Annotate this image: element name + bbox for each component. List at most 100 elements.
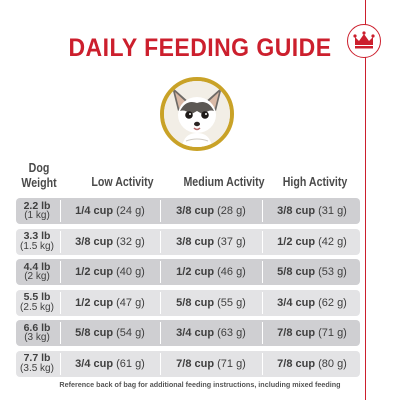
weight-kg: (2 kg) — [24, 271, 50, 282]
column-header-weight: Dog Weight — [14, 161, 63, 191]
weight-kg: (1.5 kg) — [20, 240, 54, 252]
amount-cups: 1/2 cup — [277, 235, 316, 248]
amount-cell-low: 3/4 cup (61 g) — [62, 351, 158, 377]
amount-grams: (24 g) — [116, 205, 145, 217]
weight-cell: 3.3 lb (1.5 kg) — [16, 229, 58, 255]
amount-cell-high: 3/8 cup (31 g) — [264, 198, 360, 224]
weight-cell: 5.5 lb (2.5 kg) — [16, 290, 58, 316]
chihuahua-photo — [160, 77, 234, 151]
amount-grams: (46 g) — [217, 266, 246, 278]
amount-grams: (53 g) — [318, 266, 347, 278]
table-row: 4.4 lb (2 kg) 1/2 cup (40 g) 1/2 cup (46 g)… — [16, 259, 360, 285]
footnote: Reference back of bag for additional fee… — [59, 380, 341, 389]
weight-header-line1: Dog — [28, 161, 50, 175]
weight-cell: 4.4 lb (2 kg) — [16, 259, 58, 285]
column-divider — [160, 200, 161, 222]
amount-grams: (80 g) — [318, 357, 347, 370]
amount-cups: 5/8 cup — [75, 327, 114, 339]
weight-kg: (3.5 kg) — [20, 362, 54, 374]
amount-grams: (31 g) — [318, 205, 347, 217]
amount-cups: 5/8 cup — [176, 296, 215, 309]
amount-cell-medium: 3/8 cup (28 g) — [162, 198, 260, 224]
weight-kg: (3 kg) — [24, 332, 50, 343]
amount-grams: (71 g) — [217, 357, 246, 370]
amount-cups: 7/8 cup — [176, 357, 215, 370]
amount-cell-high: 7/8 cup (71 g) — [264, 320, 360, 346]
amount-grams: (47 g) — [116, 296, 145, 309]
amount-cell-high: 5/8 cup (53 g) — [264, 259, 360, 285]
amount-grams: (54 g) — [116, 327, 145, 339]
amount-grams: (61 g) — [116, 357, 145, 370]
amount-cups: 1/2 cup — [176, 266, 215, 278]
amount-grams: (62 g) — [318, 296, 347, 309]
weight-lb: 7.7 lb — [23, 352, 51, 364]
amount-cell-medium: 3/8 cup (37 g) — [162, 229, 260, 255]
amount-cell-medium: 3/4 cup (63 g) — [162, 320, 260, 346]
weight-cell: 6.6 lb (3 kg) — [16, 320, 58, 346]
crown-icon — [353, 31, 375, 49]
amount-cups: 5/8 cup — [277, 266, 316, 278]
weight-lb: 3.3 lb — [23, 230, 51, 242]
amount-cups: 1/4 cup — [75, 205, 114, 217]
weight-cell: 2.2 lb (1 kg) — [16, 198, 58, 224]
weight-lb: 2.2 lb — [23, 199, 51, 212]
column-header-medium: Medium Activity — [183, 175, 265, 189]
column-divider — [262, 200, 263, 222]
amount-cups: 3/8 cup — [75, 235, 114, 248]
weight-lb: 6.6 lb — [23, 321, 51, 334]
column-divider — [262, 261, 263, 283]
weight-kg: (2.5 kg) — [20, 301, 54, 313]
amount-grams: (55 g) — [217, 296, 246, 309]
table-header: Dog Weight Low Activity Medium Activity … — [0, 161, 400, 197]
weight-header-line2: Weight — [21, 176, 57, 190]
amount-cups: 7/8 cup — [277, 357, 316, 370]
amount-cups: 3/8 cup — [176, 205, 215, 217]
amount-grams: (37 g) — [217, 235, 246, 248]
amount-cell-low: 5/8 cup (54 g) — [62, 320, 158, 346]
weight-lb: 4.4 lb — [23, 260, 51, 273]
brand-logo — [347, 24, 381, 58]
amount-grams: (42 g) — [318, 235, 347, 248]
table-row: 5.5 lb (2.5 kg) 1/2 cup (47 g) 5/8 cup (55 … — [16, 289, 360, 316]
amount-cell-medium: 7/8 cup (71 g) — [162, 351, 260, 377]
amount-cell-low: 1/2 cup (47 g) — [62, 290, 158, 316]
column-divider — [60, 352, 61, 375]
column-divider — [60, 322, 61, 344]
weight-kg: (1 kg) — [24, 210, 50, 221]
column-header-high: High Activity — [282, 175, 348, 189]
amount-grams: (71 g) — [318, 327, 347, 339]
table-row: 3.3 lb (1.5 kg) 3/8 cup (32 g) 3/8 cup (37 … — [16, 228, 360, 255]
amount-cups: 1/2 cup — [75, 266, 114, 278]
table-row: 2.2 lb (1 kg) 1/4 cup (24 g) 3/8 cup (28 g)… — [16, 198, 360, 224]
weight-lb: 5.5 lb — [23, 291, 51, 303]
column-divider — [60, 200, 61, 222]
amount-cups: 3/4 cup — [75, 357, 114, 370]
table-row: 7.7 lb (3.5 kg) 3/4 cup (61 g) 7/8 cup (71 … — [16, 350, 360, 377]
amount-grams: (28 g) — [217, 205, 246, 217]
column-divider — [262, 230, 263, 253]
table-row: 6.6 lb (3 kg) 5/8 cup (54 g) 3/4 cup (63 g)… — [16, 320, 360, 346]
column-divider — [160, 352, 161, 375]
amount-cell-medium: 5/8 cup (55 g) — [162, 290, 260, 316]
column-divider — [60, 291, 61, 314]
amount-cell-high: 3/4 cup (62 g) — [264, 290, 360, 316]
column-divider — [160, 261, 161, 283]
amount-cups: 3/8 cup — [277, 205, 316, 217]
column-divider — [160, 230, 161, 253]
feeding-table: 2.2 lb (1 kg) 1/4 cup (24 g) 3/8 cup (28 g)… — [16, 198, 360, 381]
column-divider — [60, 261, 61, 283]
page-title: DAILY FEEDING GUIDE — [68, 34, 332, 62]
amount-cell-high: 7/8 cup (80 g) — [264, 351, 360, 377]
amount-cups: 3/4 cup — [176, 327, 215, 339]
brand-side-rule — [365, 0, 366, 400]
amount-cell-low: 1/4 cup (24 g) — [62, 198, 158, 224]
amount-grams: (32 g) — [116, 235, 145, 248]
amount-cell-medium: 1/2 cup (46 g) — [162, 259, 260, 285]
column-divider — [262, 291, 263, 314]
column-header-low: Low Activity — [91, 175, 154, 189]
column-divider — [160, 322, 161, 344]
amount-cups: 1/2 cup — [75, 296, 114, 309]
amount-cell-low: 1/2 cup (40 g) — [62, 259, 158, 285]
amount-grams: (63 g) — [217, 327, 246, 339]
amount-grams: (40 g) — [116, 266, 145, 278]
